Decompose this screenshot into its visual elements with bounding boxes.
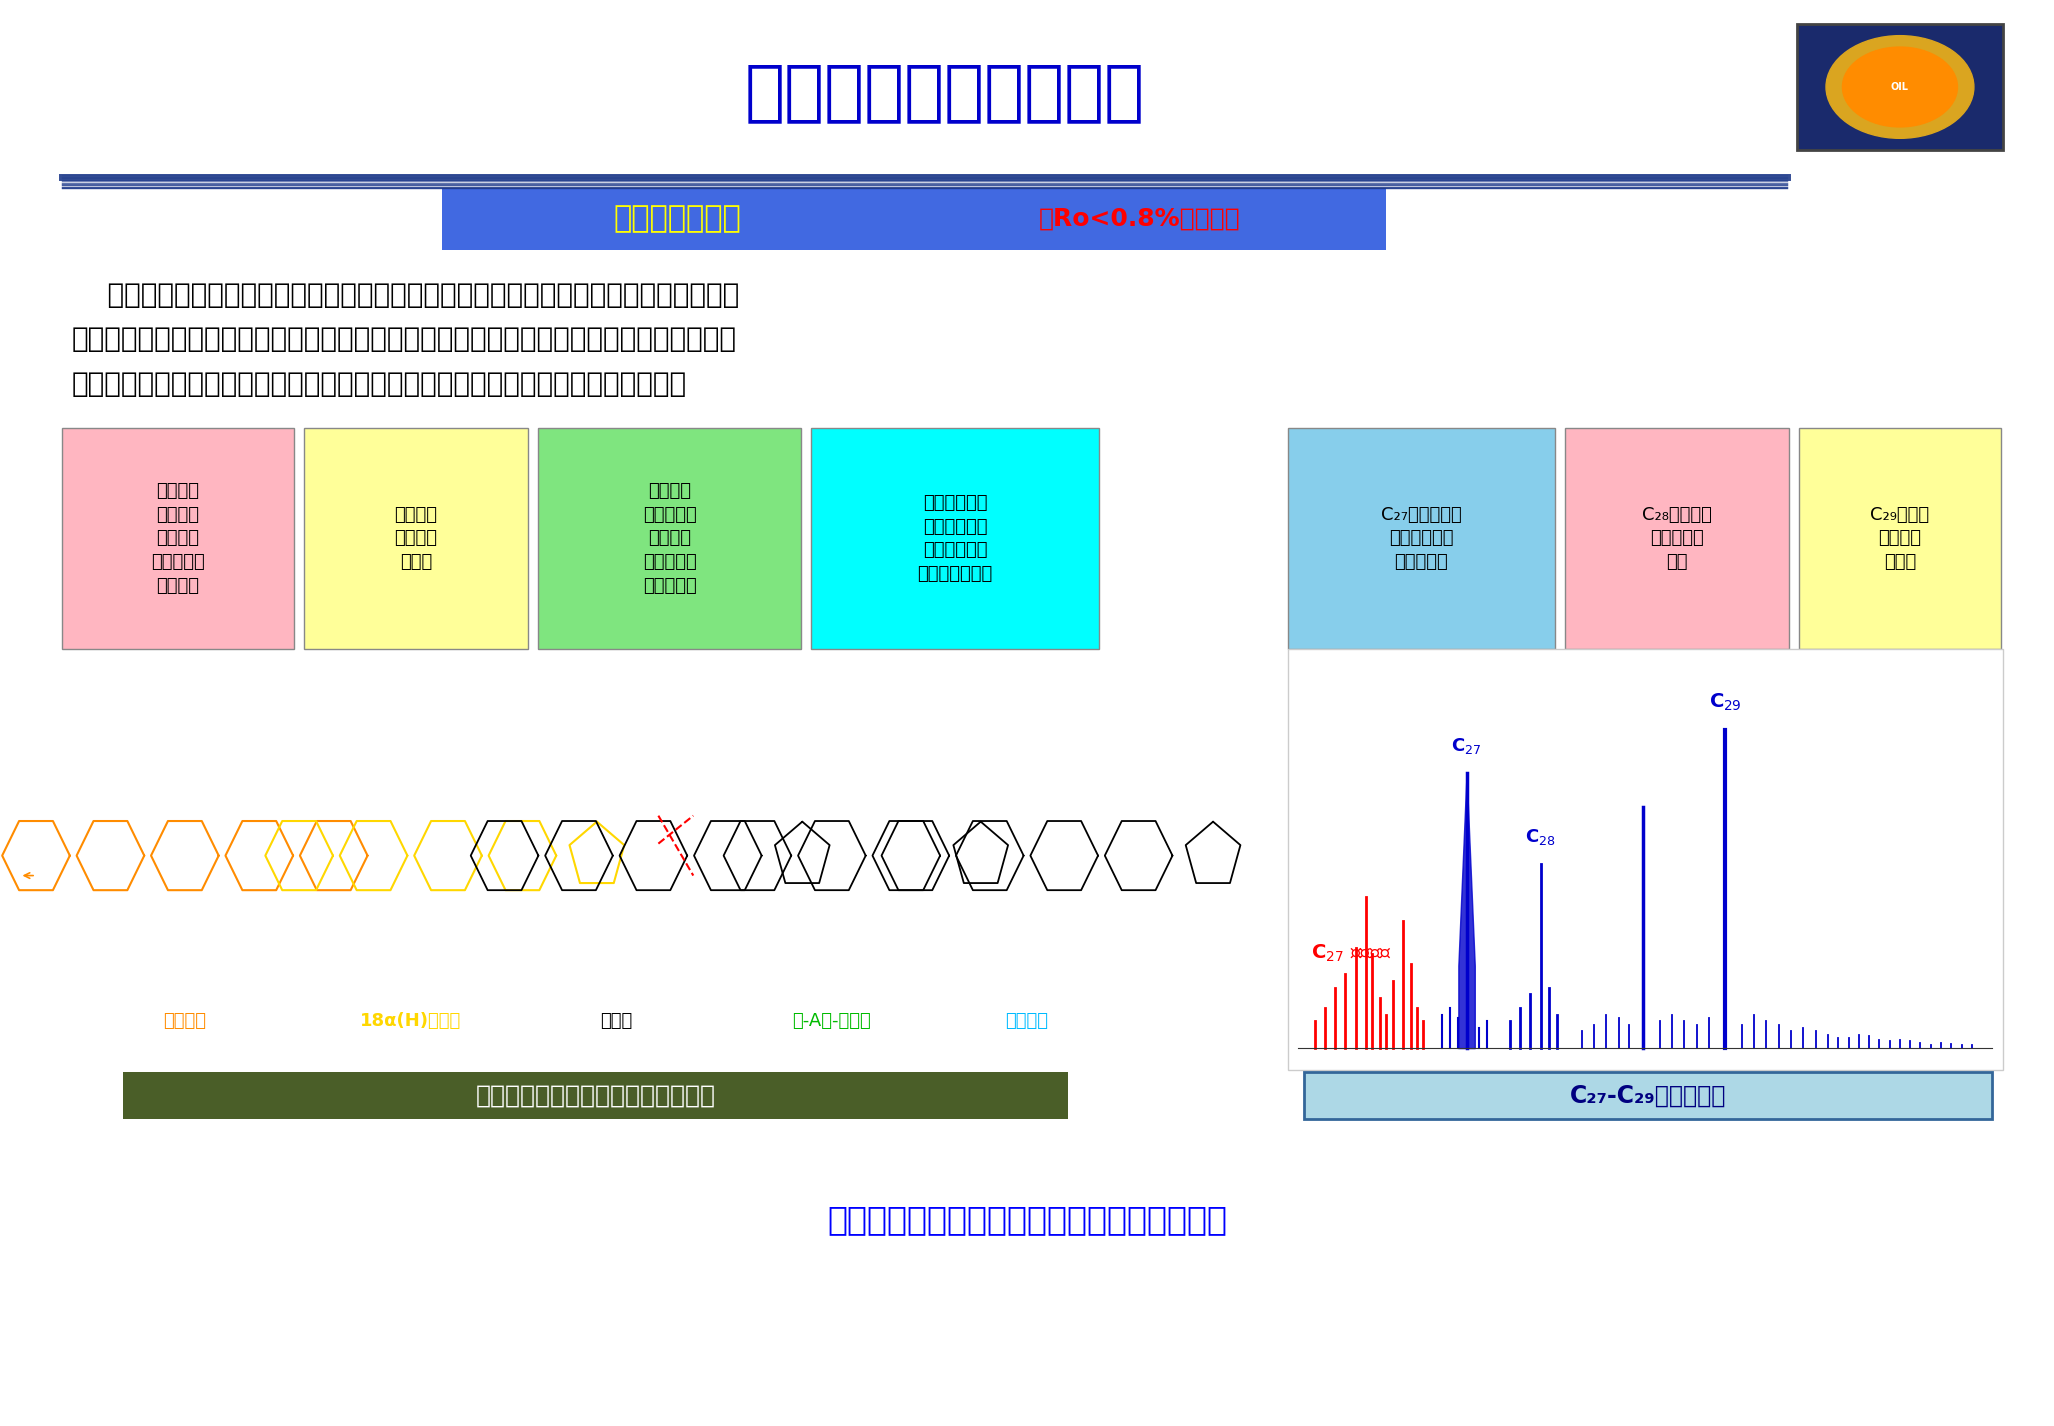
Text: 可能来源
蕨类、原
生动物四
膜虫、细菌
的细胞壁: 可能来源 蕨类、原 生动物四 膜虫、细菌 的细胞壁	[150, 482, 205, 595]
Text: C$_{27}$: C$_{27}$	[1452, 736, 1481, 756]
Bar	[442, 188, 1386, 250]
Text: C$_{27}$ 重排甾烷: C$_{27}$ 重排甾烷	[1310, 943, 1393, 964]
Text: C₂₇-C₂₉甾烷化合物: C₂₇-C₂₉甾烷化合物	[1569, 1084, 1727, 1108]
Text: 羽扇烷: 羽扇烷	[600, 1012, 633, 1030]
Text: 色谱、质谱参数的意义: 色谱、质谱参数的意义	[746, 60, 1144, 125]
Text: C$_{28}$: C$_{28}$	[1526, 827, 1555, 847]
Text: 来源于高
等植物的
奥利烯: 来源于高 等植物的 奥利烯	[394, 506, 438, 570]
Bar	[1304, 1072, 1992, 1119]
Text: 用于油源对比、母源和沉积环境的生物标志物: 用于油源对比、母源和沉积环境的生物标志物	[828, 1202, 1226, 1236]
Text: 分子量相当大的有机化合物。在有机质的演化过程中具有一定的稳定性，没有或较少发生变: 分子量相当大的有机化合物。在有机质的演化过程中具有一定的稳定性，没有或较少发生变	[72, 325, 737, 354]
Text: 苯并藿烷: 苯并藿烷	[1006, 1012, 1048, 1030]
Text: C₂₇甾烷主要来
源于藻类等低
等浮游植物: C₂₇甾烷主要来 源于藻类等低 等浮游植物	[1380, 506, 1462, 570]
Bar	[1288, 649, 2003, 1070]
Text: 化，基本保存了原始生化组分的碳骨架，记载了原始生物母质的特殊分子结构信息。: 化，基本保存了原始生化组分的碳骨架，记载了原始生物母质的特殊分子结构信息。	[72, 369, 686, 398]
Bar	[1288, 428, 1555, 649]
Circle shape	[1826, 36, 1974, 138]
Bar	[62, 663, 1253, 1070]
Text: 是沉积物中的有机质（原油、油页岩、煤），来源于生物体，具有明显分子结构特征、: 是沉积物中的有机质（原油、油页岩、煤），来源于生物体，具有明显分子结构特征、	[72, 281, 739, 309]
Text: 一般而言，除
伽玛蜡烷外，
五环三萜类均
为高等植物来源: 一般而言，除 伽玛蜡烷外， 五环三萜类均 为高等植物来源	[918, 493, 992, 583]
Text: OIL: OIL	[1892, 81, 1908, 93]
Text: C₂₈主要来源
于硅藻、颗
石藻: C₂₈主要来源 于硅藻、颗 石藻	[1641, 506, 1713, 570]
Bar	[123, 1072, 1068, 1119]
Text: 18α(H)奥利烯: 18α(H)奥利烯	[359, 1012, 462, 1030]
Bar	[1799, 428, 2001, 649]
Bar	[1565, 428, 1789, 649]
Text: 生物标志化合物: 生物标志化合物	[614, 204, 741, 232]
Text: 伽玛蜡烷: 伽玛蜡烷	[164, 1012, 205, 1030]
Bar	[304, 428, 528, 649]
Text: 缺少特定
的先质体，
可能是沉
积和早期成
岩作用有关: 缺少特定 的先质体， 可能是沉 积和早期成 岩作用有关	[643, 482, 696, 595]
Text: C$_{29}$: C$_{29}$	[1709, 692, 1742, 713]
Text: 脱-A环-羽扇烷: 脱-A环-羽扇烷	[793, 1012, 871, 1030]
Text: C₂₉来源于
高等植物
或藻类: C₂₉来源于 高等植物 或藻类	[1871, 506, 1929, 570]
Circle shape	[1842, 47, 1957, 127]
Text: （Ro<0.8%后失效）: （Ro<0.8%后失效）	[1039, 207, 1241, 230]
Bar	[62, 428, 294, 649]
Bar	[538, 428, 801, 649]
FancyBboxPatch shape	[1797, 24, 2003, 150]
Text: 一些非藿烷系列的五环三萜类化合物: 一些非藿烷系列的五环三萜类化合物	[477, 1084, 715, 1108]
Bar	[811, 428, 1099, 649]
